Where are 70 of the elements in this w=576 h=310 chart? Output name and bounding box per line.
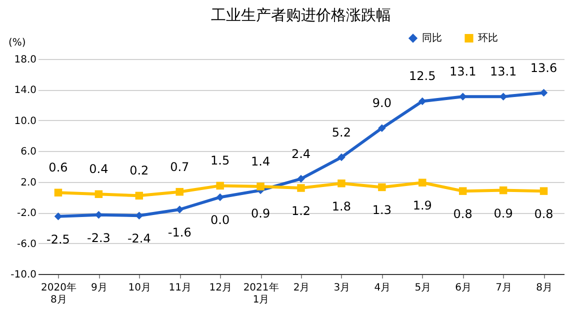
data-label: 0.9 — [494, 206, 513, 220]
y-tick-label: -2.0 — [16, 208, 36, 220]
point — [216, 193, 224, 202]
y-tick-label: -6.0 — [16, 238, 36, 250]
point — [297, 174, 305, 183]
point — [540, 187, 548, 195]
x-tick-label: 5月 — [414, 282, 432, 294]
x-tick-label: 12月 — [209, 282, 232, 294]
data-label: 13.1 — [490, 64, 517, 79]
data-label: 0.9 — [250, 206, 270, 220]
data-label: -1.6 — [168, 226, 192, 240]
data-label: 0.6 — [48, 160, 68, 175]
y-tick-label: 18.0 — [14, 54, 36, 66]
x-tick-label: 4月 — [374, 282, 391, 294]
point — [216, 182, 224, 190]
y-tick-label: 10.0 — [14, 116, 36, 127]
legend-label: 环比 — [478, 32, 498, 44]
y-axis-title: (%) — [8, 38, 26, 48]
y-tick-label: 14.0 — [14, 85, 36, 96]
data-label: 13.1 — [449, 64, 476, 79]
x-tick-label: 3月 — [334, 282, 350, 294]
x-tick-label: 6月 — [455, 282, 472, 294]
y-tick-label: 2.0 — [20, 177, 36, 188]
data-label: 13.6 — [530, 60, 558, 75]
point — [94, 190, 103, 198]
data-label: 9.0 — [372, 96, 392, 110]
x-tick-label: 11月 — [168, 282, 192, 294]
data-label: 0.8 — [453, 207, 472, 222]
data-label: 1.5 — [210, 154, 230, 168]
data-label: -2.3 — [86, 230, 110, 245]
point — [378, 183, 386, 192]
data-label: 1.4 — [250, 154, 270, 168]
point — [378, 124, 386, 132]
data-label: 1.8 — [332, 199, 352, 214]
x-tick-label: 10月 — [128, 282, 152, 294]
point — [256, 182, 264, 190]
x-tick-label: 2021年 1月 — [243, 282, 279, 306]
data-label: 1.2 — [291, 204, 311, 218]
data-label: 1.3 — [372, 203, 392, 218]
point — [338, 153, 346, 162]
point — [458, 187, 467, 195]
x-tick-label: 9月 — [91, 282, 108, 294]
data-label: -2.4 — [127, 232, 151, 246]
data-label: -2.5 — [46, 232, 70, 246]
data-label: 5.2 — [332, 125, 352, 140]
y-tick-label: 6.0 — [20, 146, 36, 158]
x-tick-label: 8月 — [536, 282, 552, 294]
point — [418, 97, 426, 106]
point — [297, 184, 305, 192]
x-tick-label: 2020年 8月 — [41, 282, 76, 306]
point — [499, 186, 508, 194]
point — [338, 180, 346, 188]
x-tick-label: 7月 — [496, 282, 512, 294]
point — [176, 188, 184, 196]
y-tick-label: -10.0 — [10, 270, 36, 280]
data-label: 0.7 — [170, 160, 190, 174]
data-label: 0.2 — [130, 164, 149, 178]
data-label: 0.0 — [210, 213, 230, 228]
point — [54, 188, 62, 196]
chart-title: 工业生产者购进价格涨跌幅 — [211, 6, 391, 24]
data-label: 12.5 — [409, 69, 436, 84]
data-label: 2.4 — [291, 146, 311, 161]
data-label: 1.9 — [412, 198, 432, 213]
point — [176, 206, 184, 214]
data-label: 0.4 — [89, 162, 108, 176]
point — [418, 178, 426, 186]
x-tick-label: 2月 — [293, 282, 310, 294]
data-label: 0.8 — [534, 207, 554, 222]
legend-label: 同比 — [422, 32, 442, 44]
point — [135, 192, 144, 200]
